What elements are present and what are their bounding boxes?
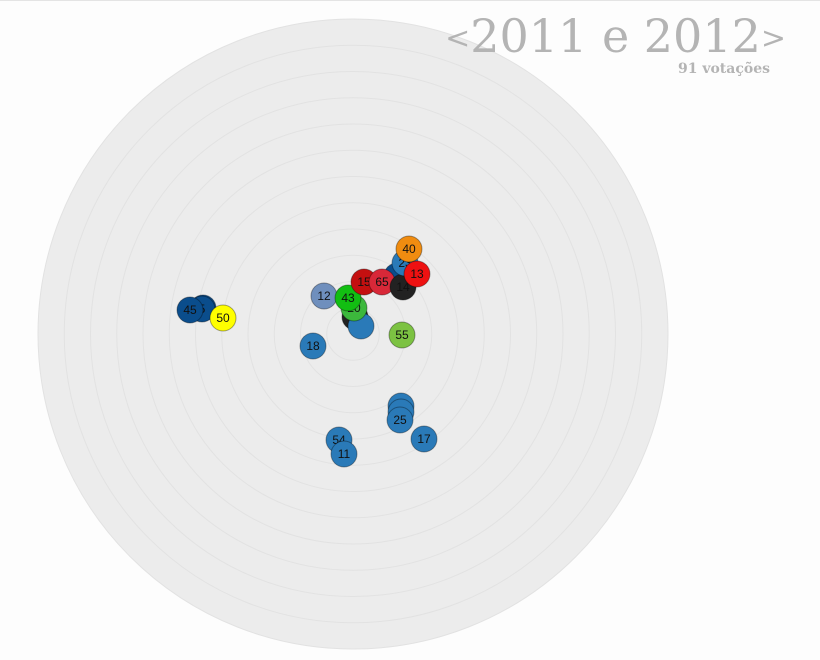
- top-border: [0, 0, 820, 1]
- party-bubble[interactable]: [403, 260, 431, 288]
- prev-period-button[interactable]: <: [445, 21, 471, 56]
- party-bubble-label: 11: [338, 447, 351, 461]
- grid-ring: [37, 18, 669, 650]
- party-bubble-label: 18: [306, 339, 320, 353]
- party-bubble-label: 17: [417, 432, 431, 446]
- party-bubble[interactable]: [388, 321, 416, 349]
- party-bubble-label: 55: [395, 328, 409, 342]
- period-title: 2011 e 2012: [470, 9, 761, 63]
- party-bubble-label: 43: [341, 291, 355, 305]
- chart-header: <2011 e 2012> 91 votações: [445, 10, 786, 77]
- grid-ring: [195, 176, 511, 492]
- party-bubble[interactable]: [334, 284, 362, 312]
- party-bubble[interactable]: [395, 235, 423, 263]
- next-period-button[interactable]: >: [760, 21, 786, 56]
- grid-ring: [142, 123, 564, 545]
- period-selector: <2011 e 2012>: [445, 10, 786, 65]
- party-bubble[interactable]: [209, 304, 237, 332]
- votes-count-label: votações: [702, 61, 770, 77]
- votes-count: 91 votações: [445, 61, 786, 77]
- party-bubble-label: 40: [402, 242, 416, 256]
- grid-ring: [168, 149, 538, 519]
- votes-count-number: 91: [677, 61, 698, 77]
- party-bubble-label: 50: [216, 311, 230, 325]
- party-bubble-label: 15: [357, 275, 371, 289]
- party-bubble-label: 14: [396, 280, 410, 294]
- party-bubble[interactable]: [176, 296, 204, 324]
- grid-ring: [247, 228, 459, 440]
- party-bubble[interactable]: [330, 440, 358, 468]
- party-bubble-label: 25: [393, 413, 407, 427]
- grid-ring: [221, 202, 485, 466]
- grid-ring: [116, 97, 590, 571]
- party-bubble-label: 12: [317, 289, 331, 303]
- party-bubble[interactable]: [299, 332, 327, 360]
- party-bubble-label: 65: [375, 275, 389, 289]
- party-bubble[interactable]: [386, 406, 414, 434]
- grid-ring: [90, 71, 616, 597]
- party-bubble-label: 45: [183, 303, 197, 317]
- grid-ring: [273, 254, 433, 414]
- party-bubble[interactable]: [410, 425, 438, 453]
- grid-ring: [63, 44, 643, 624]
- party-bubble-label: 13: [410, 267, 424, 281]
